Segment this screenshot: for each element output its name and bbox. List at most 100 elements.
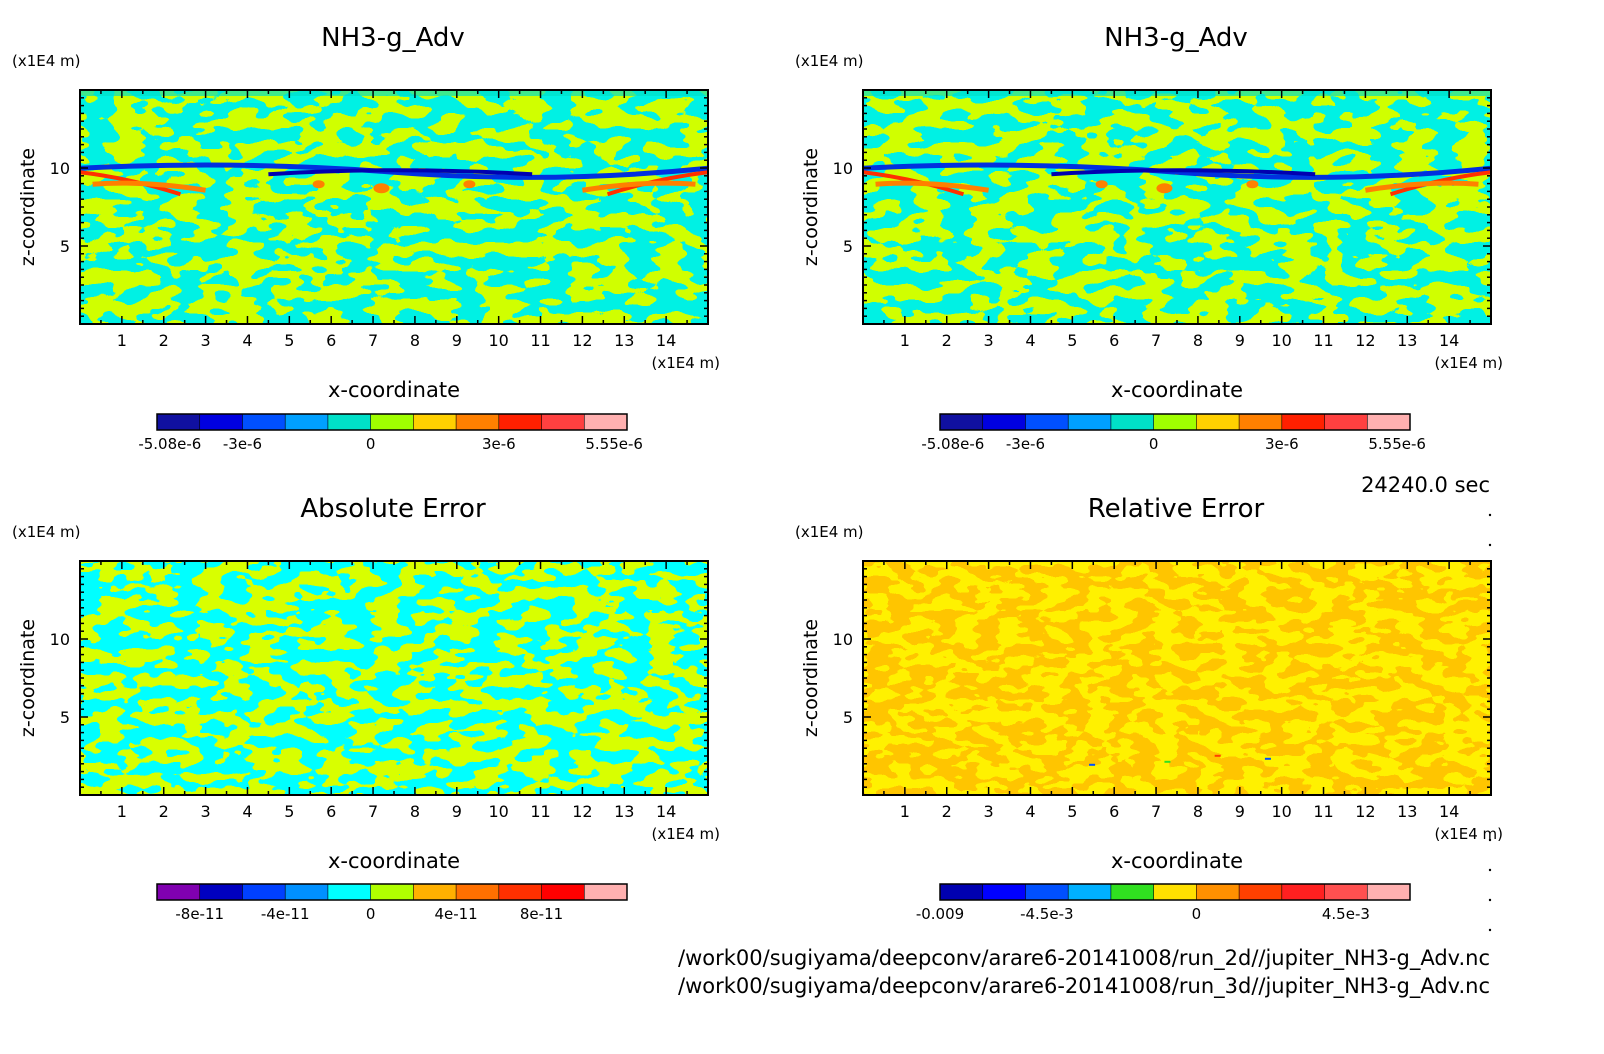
x-tick-label: 6 bbox=[326, 802, 336, 821]
heatmap-field bbox=[80, 90, 708, 324]
x-tick-label: 10 bbox=[1271, 802, 1291, 821]
x-tick-label: 5 bbox=[284, 331, 294, 350]
colorbar-segment bbox=[498, 884, 543, 900]
y-tick-label: 10 bbox=[833, 630, 853, 649]
chart-title: NH3-g_Adv bbox=[1104, 23, 1248, 53]
colorbar-segment bbox=[982, 414, 1026, 430]
colorbar-label: 0 bbox=[366, 435, 376, 453]
x-tick-label: 8 bbox=[410, 331, 420, 350]
x-tick-label: 7 bbox=[1151, 802, 1161, 821]
colorbar-segment bbox=[370, 884, 414, 900]
orange-plume-right bbox=[582, 180, 696, 193]
colorbar-label: 4.5e-3 bbox=[1322, 905, 1370, 923]
colorbar-segment bbox=[1153, 414, 1197, 430]
y-tick-label: 10 bbox=[50, 159, 70, 178]
x-tick-label: 10 bbox=[1271, 331, 1291, 350]
colorbar-segment bbox=[940, 414, 984, 430]
colorbar-segment bbox=[456, 414, 500, 430]
colorbar-frame bbox=[939, 413, 1411, 431]
x-tick-label: 13 bbox=[1397, 331, 1417, 350]
colorbar-segment bbox=[157, 414, 201, 430]
x-tick-label: 4 bbox=[1025, 331, 1035, 350]
x-tick-label: 3 bbox=[201, 331, 211, 350]
colorbar-segment bbox=[1239, 414, 1283, 430]
colorbar-segment bbox=[584, 884, 628, 900]
x-axis-label: x-coordinate bbox=[1111, 849, 1243, 873]
y-tick-label: 10 bbox=[50, 630, 70, 649]
x-tick-label: 5 bbox=[1067, 331, 1077, 350]
colorbar-label: 0 bbox=[1192, 905, 1202, 923]
y-tick-label: 5 bbox=[843, 237, 853, 256]
x-tick-label: 12 bbox=[1355, 802, 1375, 821]
y-unit-label: (x1E4 m) bbox=[12, 52, 81, 70]
x-tick-label: 14 bbox=[1439, 802, 1459, 821]
x-tick-label: 13 bbox=[614, 802, 634, 821]
orange-spot-right bbox=[463, 180, 476, 189]
colorbar-label: 4e-11 bbox=[434, 905, 477, 923]
error-speck bbox=[1089, 763, 1096, 766]
orange-spot-right bbox=[1246, 180, 1259, 189]
y-axis-label: z-coordinate bbox=[17, 148, 39, 266]
heatmap-field bbox=[863, 90, 1491, 324]
x-tick-label: 14 bbox=[656, 802, 676, 821]
chart-title: NH3-g_Adv bbox=[321, 23, 465, 53]
x-tick-label: 6 bbox=[1109, 802, 1119, 821]
colorbar-segment bbox=[413, 414, 457, 430]
colorbar-segment bbox=[242, 414, 286, 430]
colorbar-segment bbox=[498, 414, 543, 430]
error-speck bbox=[1264, 757, 1271, 760]
colorbar-segment bbox=[1110, 884, 1155, 900]
heatmap-cells bbox=[80, 561, 708, 795]
orange-spot-center bbox=[1156, 183, 1173, 194]
x-tick-label: 9 bbox=[452, 331, 462, 350]
x-tick-label: 13 bbox=[1397, 802, 1417, 821]
colorbar-label: -5.08e-6 bbox=[138, 435, 201, 453]
colorbar-label: -3e-6 bbox=[1006, 435, 1045, 453]
colorbar-segment bbox=[242, 884, 286, 900]
x-unit-label: (x1E4 m) bbox=[1434, 354, 1503, 372]
margin-dot bbox=[1488, 513, 1492, 517]
colorbar-segment bbox=[1367, 414, 1411, 430]
colorbar-segment bbox=[1153, 884, 1197, 900]
colorbar-segment bbox=[199, 414, 243, 430]
colorbar-segment bbox=[285, 884, 329, 900]
colorbar-label: -4e-11 bbox=[261, 905, 310, 923]
x-tick-label: 3 bbox=[201, 802, 211, 821]
colorbar-segment bbox=[1324, 414, 1368, 430]
deep-blue-layer bbox=[1051, 168, 1316, 177]
chart-panel-2: NH3-g_Adv(x1E4 m)1 2 3 4 5 6 7 8 9 10 11 12 13 14510(… bbox=[795, 23, 1503, 453]
y-axis-label: z-coordinate bbox=[17, 619, 39, 737]
colorbar-label: -5.08e-6 bbox=[921, 435, 984, 453]
margin-dot bbox=[1488, 868, 1492, 872]
colorbar-label: -4.5e-3 bbox=[1020, 905, 1073, 923]
x-tick-label: 1 bbox=[117, 331, 127, 350]
colorbar-label: -3e-6 bbox=[223, 435, 262, 453]
colorbar-label: 5.55e-6 bbox=[585, 435, 643, 453]
x-tick-label: 3 bbox=[984, 331, 994, 350]
x-tick-label: 11 bbox=[1313, 802, 1333, 821]
x-tick-label: 2 bbox=[942, 331, 952, 350]
x-tick-label: 13 bbox=[614, 331, 634, 350]
x-tick-label: 9 bbox=[1235, 802, 1245, 821]
colorbar-label: 3e-6 bbox=[1265, 435, 1299, 453]
x-tick-label: 12 bbox=[572, 331, 592, 350]
x-unit-label: (x1E4 m) bbox=[651, 825, 720, 843]
orange-spot-center bbox=[373, 183, 390, 194]
colorbar-label: -0.009 bbox=[916, 905, 964, 923]
y-tick-label: 10 bbox=[833, 159, 853, 178]
x-tick-label: 12 bbox=[572, 802, 592, 821]
colorbar-label: 0 bbox=[1149, 435, 1159, 453]
colorbar-label: 3e-6 bbox=[482, 435, 516, 453]
x-tick-label: 8 bbox=[1193, 802, 1203, 821]
time-label: 24240.0 sec bbox=[1361, 473, 1490, 497]
heatmap-field bbox=[80, 561, 708, 795]
x-tick-label: 12 bbox=[1355, 331, 1375, 350]
x-tick-label: 3 bbox=[984, 802, 994, 821]
colorbar-label: 8e-11 bbox=[520, 905, 563, 923]
colorbar-label: -8e-11 bbox=[175, 905, 224, 923]
colorbar-segment bbox=[1239, 884, 1283, 900]
x-tick-label: 11 bbox=[530, 802, 550, 821]
x-tick-label: 14 bbox=[1439, 331, 1459, 350]
colorbar-segment bbox=[1068, 884, 1112, 900]
error-speck bbox=[1164, 760, 1171, 763]
